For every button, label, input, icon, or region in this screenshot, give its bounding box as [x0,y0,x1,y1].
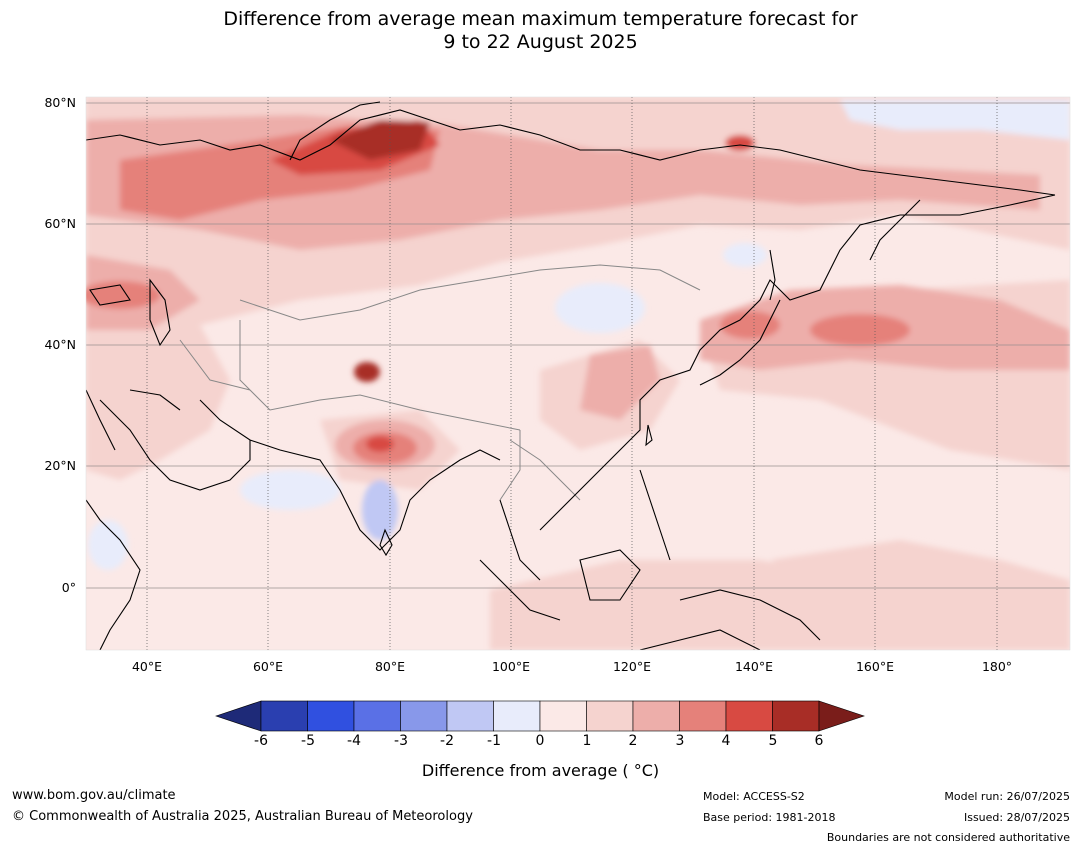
persian-gulf [129,389,181,411]
colorbar-tick: -3 [394,733,408,749]
colorbar-title: Difference from average ( °C) [421,761,660,780]
colorbar [215,700,865,732]
colorbar-swatch [539,700,587,732]
new-guinea [679,589,821,641]
sumatra [479,559,561,621]
colorbar-swatch [632,700,680,732]
anomaly-zone-arabian-cool [240,470,340,510]
graticule-meridians [146,97,998,650]
colorbar-tick: -2 [440,733,454,749]
arctic-coast [86,109,1056,196]
lat-label-0: 0° [61,580,76,595]
lat-label-20n: 20°N [44,458,76,473]
colorbar-tick: 1 [582,733,592,749]
africa-coast [86,499,141,650]
colorbar-swatch [353,700,401,732]
lon-label-40e: 40°E [131,659,163,674]
lon-label-160e: 160°E [855,659,894,674]
novaya-zemlya [289,101,381,161]
model-run-date: Model run: 26/07/2025 [944,790,1070,803]
lon-label-100e: 100°E [491,659,530,674]
anomaly-zone-pacific-core [810,314,910,346]
anomaly-zone-himalaya [354,362,380,382]
boundary-disclaimer: Boundaries are not considered authoritat… [826,831,1070,844]
colorbar-tick: 0 [535,733,545,749]
colorbar-swatch [260,700,308,732]
issued-date: Issued: 28/07/2025 [963,811,1070,824]
colorbar-tick: 2 [628,733,638,749]
colorbar-swatch [679,700,727,732]
malay-coast [499,499,541,581]
graticule [86,102,1070,589]
anomaly-zone-okhotsk-cool [723,243,767,267]
black-sea [89,284,131,306]
anomaly-zone-west-pacific [770,540,1070,650]
anomaly-zone-srilanka-cool [362,480,398,540]
colorbar-tick: 4 [721,733,731,749]
anomaly-zone-chukotka [725,135,755,151]
lon-label-120e: 120°E [612,659,651,674]
anomaly-zone-kara-sea [330,120,430,160]
anomaly-zone-arctic-cool [840,100,1070,140]
colorbar-tick: 5 [768,733,778,749]
lon-label-180: 180° [981,659,1013,674]
colorbar-swatch [772,700,820,732]
colorbar-tick: 6 [814,733,824,749]
caspian [149,278,171,347]
anomaly-field [86,97,1070,650]
colorbar-swatch [725,700,773,732]
title-line-2: 9 to 22 August 2025 [443,31,638,53]
philippines [639,469,671,561]
red-sea [86,389,116,451]
lon-label-60e: 60°E [252,659,284,674]
sri-lanka [379,528,393,557]
colorbar-extend-high [818,700,865,732]
colorbar-tick: -4 [347,733,361,749]
anomaly-zone-africa-cool [88,520,128,570]
sakhalin [769,249,776,301]
japan [699,299,781,386]
copyright-text: © Commonwealth of Australia 2025, Austra… [12,809,473,824]
map-title: Difference from average mean maximum tem… [0,8,1081,54]
anomaly-zone-india-hot [366,436,394,452]
colorbar-tick: -1 [487,733,501,749]
colorbar-tick: -5 [301,733,315,749]
coastlines [86,101,1056,650]
lat-label-60n: 60°N [44,216,76,231]
lon-label-80e: 80°E [374,659,406,674]
lat-label-40n: 40°N [44,337,76,352]
pacific-coast [539,194,1056,531]
colorbar-extend-low [215,700,262,732]
map-frame [85,96,1071,651]
colorbar-swatch [400,700,448,732]
colorbar-tick: 3 [675,733,685,749]
title-line-1: Difference from average mean maximum tem… [223,8,858,30]
colorbar-swatch [446,700,494,732]
lat-label-80n: 80°N [44,95,76,110]
colorbar-swatch [586,700,634,732]
anomaly-zone-japan-sea [720,311,780,339]
kamchatka [869,199,921,261]
india-coast [199,399,501,551]
model-name: Model: ACCESS-S2 [703,790,805,803]
country-borders [179,264,701,501]
australia-top [639,629,761,650]
borneo [579,549,641,601]
base-period: Base period: 1981-2018 [703,811,836,824]
lon-label-140e: 140°E [734,659,773,674]
website-link[interactable]: www.bom.gov.au/climate [12,788,176,803]
anomaly-zone-mongolia-cool [555,283,645,333]
colorbar-tick: -6 [254,733,268,749]
colorbar-swatch [307,700,355,732]
anomaly-zone-east-china [580,345,660,420]
arabia-coast [99,399,251,491]
taiwan [645,424,653,447]
colorbar-swatch [493,700,541,732]
